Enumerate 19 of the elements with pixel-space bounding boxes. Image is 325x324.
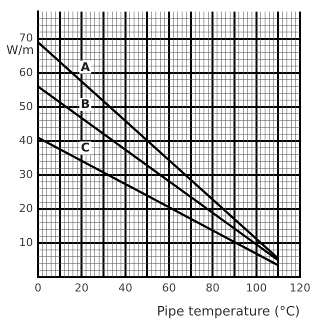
y-tick-label: 60 <box>18 66 33 79</box>
x-tick-label: 80 <box>206 282 220 295</box>
y-tick-label: 10 <box>18 236 33 250</box>
y-tick-label: 20 <box>18 202 33 215</box>
series-label: A <box>80 60 91 74</box>
x-tick-label: 100 <box>246 282 267 295</box>
y-tick-label: 40 <box>18 134 33 147</box>
series-label: C <box>80 140 90 155</box>
x-axis-title: Pipe temperature (°C) <box>156 304 300 320</box>
y-tick-label: 50 <box>18 100 33 113</box>
x-tick-label: 0 <box>34 282 42 295</box>
y-tick-label: 30 <box>18 168 33 181</box>
x-tick-label: 60 <box>162 282 176 295</box>
series-label: B <box>80 97 90 112</box>
y-axis-title: W/m <box>6 42 34 57</box>
x-tick-label: 40 <box>118 282 132 295</box>
x-tick-label: 120 <box>290 282 310 295</box>
y-tick-label: 70 <box>18 32 33 45</box>
x-tick-label: 20 <box>74 282 89 295</box>
